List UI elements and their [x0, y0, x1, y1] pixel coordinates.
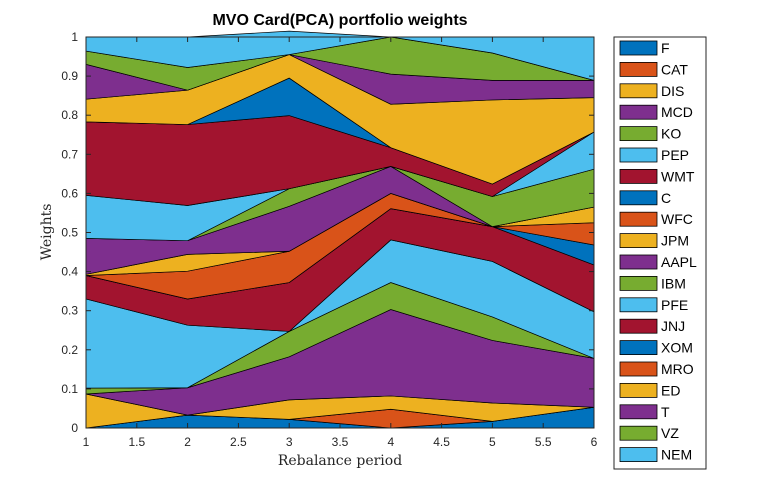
y-tick-label: 0.5 — [61, 226, 78, 240]
y-tick-label: 0.3 — [61, 304, 78, 318]
x-tick-label: 4.5 — [433, 435, 450, 449]
legend-box — [613, 36, 707, 470]
legend-label-vz: VZ — [661, 425, 679, 441]
legend-swatch-pfe — [619, 297, 658, 313]
legend-label-dis: DIS — [661, 83, 684, 99]
legend-swatch-dis — [619, 83, 658, 99]
area-layers — [85, 30, 595, 429]
legend-swatch-ed — [619, 382, 658, 398]
x-tick-label: 5.5 — [535, 435, 552, 449]
x-tick-label: 6 — [591, 435, 598, 449]
legend-swatch-f — [619, 40, 658, 56]
legend-label-f: F — [661, 40, 670, 56]
legend-swatch-pep — [619, 147, 658, 163]
x-tick-label: 4 — [387, 435, 394, 449]
x-tick-label: 5 — [489, 435, 496, 449]
y-axis-ticks: 0 0.1 0.2 0.3 0.4 0.5 0.6 0.7 0.8 0.9 1 — [61, 30, 594, 435]
legend-label-mro: MRO — [661, 361, 694, 377]
legend-label-aapl: AAPL — [661, 254, 697, 270]
legend-label-ed: ED — [661, 382, 680, 398]
x-tick-label: 3 — [286, 435, 293, 449]
legend-swatch-t — [619, 404, 658, 420]
legend-swatch-aapl — [619, 254, 658, 270]
legend: F CAT DIS MCD KO PEP WMT C WFC JPM AAPL IBM PFE JNJ XO… — [613, 36, 707, 470]
legend-label-cat: CAT — [661, 61, 688, 77]
x-tick-label: 3.5 — [332, 435, 349, 449]
x-tick-label: 1 — [83, 435, 90, 449]
x-axis-ticks: 1 1.5 2 2.5 3 3.5 4 4.5 5 5.5 6 — [83, 37, 598, 449]
y-tick-label: 1 — [71, 30, 78, 44]
legend-label-xom: XOM — [661, 340, 693, 356]
x-axis-label: Rebalance period — [278, 453, 402, 469]
y-axis-label: Weights — [39, 204, 55, 261]
y-tick-label: 0 — [71, 421, 78, 435]
legend-label-nem: NEM — [661, 447, 692, 463]
legend-swatch-xom — [619, 340, 658, 356]
x-tick-label: 2 — [184, 435, 191, 449]
legend-swatch-ibm — [619, 275, 658, 291]
y-tick-label: 0.8 — [61, 108, 78, 122]
legend-swatch-wfc — [619, 211, 658, 227]
legend-swatch-vz — [619, 425, 658, 441]
legend-label-t: T — [661, 404, 670, 420]
legend-label-wmt: WMT — [661, 168, 695, 184]
legend-swatch-cat — [619, 62, 658, 77]
legend-label-ibm: IBM — [661, 275, 686, 291]
legend-label-jpm: JPM — [661, 233, 689, 249]
y-tick-label: 0.1 — [61, 382, 78, 396]
legend-label-pfe: PFE — [661, 297, 688, 313]
legend-label-mcd: MCD — [661, 104, 693, 120]
x-tick-label: 1.5 — [128, 435, 145, 449]
y-tick-label: 0.2 — [61, 343, 78, 357]
chart-title: MVO Card(PCA) portfolio weights — [212, 12, 467, 29]
y-tick-label: 0.7 — [61, 147, 78, 161]
legend-swatch-nem — [619, 447, 658, 463]
legend-label-ko: KO — [661, 126, 681, 142]
legend-swatch-wmt — [619, 168, 658, 184]
y-tick-label: 0.4 — [61, 265, 78, 279]
legend-swatch-c — [619, 190, 658, 206]
legend-swatch-ko — [619, 126, 658, 141]
y-tick-label: 0.6 — [61, 186, 78, 200]
legend-swatch-mro — [619, 361, 658, 377]
y-tick-label: 0.9 — [61, 69, 78, 83]
legend-label-wfc: WFC — [661, 211, 693, 227]
legend-swatch-mcd — [619, 104, 658, 120]
legend-swatch-jnj — [619, 318, 658, 334]
legend-label-jnj: JNJ — [661, 318, 685, 334]
legend-label-c: C — [661, 190, 671, 206]
legend-swatch-jpm — [619, 233, 658, 249]
legend-label-pep: PEP — [661, 147, 689, 163]
x-tick-label: 2.5 — [230, 435, 247, 449]
